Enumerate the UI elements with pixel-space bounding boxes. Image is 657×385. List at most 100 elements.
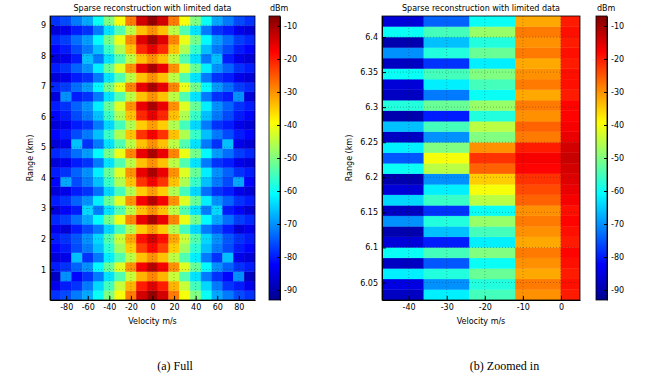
y-axis-tick: 6: [41, 113, 54, 122]
heatmap-cell: [158, 158, 169, 167]
heatmap-cell: [561, 132, 580, 143]
heatmap-cell: [126, 253, 137, 262]
heatmap-cell: [93, 149, 104, 158]
y-axis: 123456789: [41, 17, 54, 301]
heatmap-cell: [136, 63, 147, 72]
heatmap-cell: [244, 73, 255, 82]
heatmap-cell: [470, 142, 516, 153]
y-axis-tick-mark: [50, 56, 54, 57]
heatmap-cell: [93, 16, 104, 25]
heatmap-cell: [201, 272, 212, 281]
y-axis-tick: 1: [41, 266, 54, 275]
heatmap-cell: [212, 16, 223, 25]
colorbar-axis-tick: -70: [277, 220, 297, 229]
heatmap-cell: [179, 205, 190, 214]
heatmap-cell: [158, 82, 169, 91]
colorbar-axis-tick: -50: [277, 154, 297, 163]
heatmap-cell: [190, 16, 201, 25]
heatmap-cell: [223, 25, 234, 34]
heatmap-cell: [147, 253, 158, 262]
colorbar-axis-tick-label: -90: [611, 286, 624, 295]
heatmap-cell: [126, 92, 137, 101]
colorbar-axis-tick: -40: [277, 121, 297, 130]
grid-line-y: [382, 142, 580, 143]
heatmap-cell: [115, 224, 126, 233]
heatmap-cell: [93, 92, 104, 101]
heatmap-cell: [244, 111, 255, 120]
heatmap-cell: [424, 37, 470, 48]
plot-frame: [50, 16, 255, 300]
colorbar-axis-tick-mark: [604, 125, 607, 126]
heatmap-cell: [93, 25, 104, 34]
colorbar-axis-tick-mark: [277, 59, 280, 60]
heatmap-cell: [93, 186, 104, 195]
heatmap-cell: [72, 215, 83, 224]
heatmap-cell: [50, 262, 61, 271]
heatmap-cell: [179, 16, 190, 25]
heatmap-cell: [561, 121, 580, 132]
grid-line-x: [217, 16, 218, 300]
grid-line-y: [382, 177, 580, 178]
heatmap-cell: [223, 224, 234, 233]
heatmap-cell: [104, 205, 115, 214]
heatmap-cell: [201, 262, 212, 271]
heatmap-cell: [93, 253, 104, 262]
x-axis-tick-label: -40: [403, 303, 416, 312]
heatmap-cell: [115, 177, 126, 186]
colorbar-axis-tick: -80: [277, 253, 297, 262]
y-axis-tick-label: 1: [41, 266, 46, 275]
colorbar: [269, 16, 280, 300]
heatmap-cell: [104, 215, 115, 224]
heatmap-cell: [190, 149, 201, 158]
y-axis-tick-mark: [50, 208, 54, 209]
heatmap-cell: [115, 272, 126, 281]
heatmap-cell: [93, 111, 104, 120]
heatmap-cell: [212, 35, 223, 44]
heatmap-cell: [72, 130, 83, 139]
x-axis-tick-label: 80: [234, 303, 244, 312]
heatmap-cells: [50, 16, 255, 300]
y-axis-tick-label: 6.3: [365, 103, 378, 112]
heatmap-cell: [244, 25, 255, 34]
colorbar-axis-tick-mark: [277, 224, 280, 225]
heatmap-cell: [515, 79, 561, 90]
x-axis-tick: -60: [82, 296, 95, 312]
heatmap-cell: [515, 121, 561, 132]
heatmap-cell: [82, 130, 93, 139]
heatmap-cell: [470, 100, 516, 111]
heatmap-cell: [561, 69, 580, 80]
heatmap-cell: [223, 149, 234, 158]
heatmap-cell: [93, 54, 104, 63]
heatmap-cell: [179, 120, 190, 129]
heatmap-cell: [104, 253, 115, 262]
heatmap-cell: [179, 167, 190, 176]
heatmap-cell: [201, 54, 212, 63]
heatmap-cell: [72, 186, 83, 195]
heatmap-cell: [126, 73, 137, 82]
colorbar-axis-line: [607, 17, 608, 301]
heatmap-cell: [515, 48, 561, 59]
heatmap-cell: [93, 262, 104, 271]
heatmap-cells: [382, 16, 580, 300]
heatmap-cell: [136, 130, 147, 139]
heatmap-cell: [115, 73, 126, 82]
heatmap-cell: [201, 92, 212, 101]
heatmap-cell: [72, 35, 83, 44]
heatmap-cell: [470, 27, 516, 38]
heatmap-cell: [223, 215, 234, 224]
heatmap-cell: [93, 120, 104, 129]
y-axis-tick-label: 7: [41, 82, 46, 91]
grid-line-x: [484, 16, 485, 300]
heatmap-cell: [382, 289, 424, 300]
heatmap-cell: [233, 16, 244, 25]
heatmap-cell: [115, 54, 126, 63]
grid-line-y: [50, 147, 255, 148]
heatmap-cell: [179, 291, 190, 300]
heatmap-cell: [470, 79, 516, 90]
y-axis-title: Range (km): [26, 135, 35, 182]
heatmap-cell: [158, 130, 169, 139]
heatmap-cell: [115, 253, 126, 262]
heatmap-cell: [158, 25, 169, 34]
heatmap-cell: [179, 186, 190, 195]
colorbar: [596, 16, 607, 300]
